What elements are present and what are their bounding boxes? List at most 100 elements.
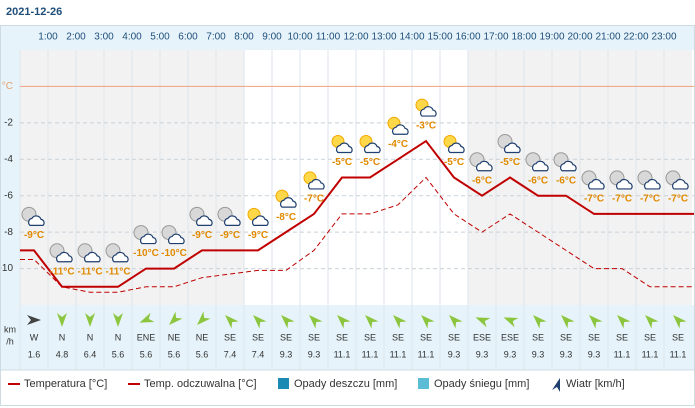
wind-direction: N [59,332,66,342]
temperature-line [20,139,695,288]
wind-direction: SE [364,332,376,342]
y-tick-label: °C [2,81,13,92]
wind-speed: 9.3 [308,349,321,359]
wind-arrow [393,315,407,329]
weather-icon [189,206,213,226]
hour-label: 20:00 [567,32,592,43]
temperature-label: -7°C [640,194,660,205]
wind-speed: 11.1 [418,349,435,359]
hour-header [0,25,695,50]
y-tick-label: -2 [4,117,13,128]
cloud [168,233,185,245]
legend-label: Wiatr [km/h] [566,378,625,390]
weather-icon [443,135,465,154]
hour-label: 18:00 [511,32,536,43]
legend-label: Opady deszczu [mm] [294,378,397,390]
hour-label: 19:00 [539,32,564,43]
y-tick-label: -8 [4,227,13,238]
wind-arrow [169,311,183,325]
hour-label: 15:00 [427,32,452,43]
wind-direction: SE [420,332,432,342]
weather-icon [553,152,577,172]
wind-speed: 11.1 [642,349,659,359]
cloud [476,160,493,172]
wind-arrow [617,315,631,329]
legend-label: Opady śniegu [mm] [434,378,529,390]
wind-speed: 7.4 [224,349,237,359]
wind-speed: 9.3 [560,349,573,359]
temperature-label: -6°C [472,175,492,186]
wind-speed: 5.6 [140,349,153,359]
wind-direction: ESE [473,332,491,342]
wind-speed: 9.3 [532,349,545,359]
wind-arrow [503,317,519,328]
wind-arrow [337,315,351,329]
column-background [104,50,132,305]
column-background [524,50,552,305]
wind-direction: W [30,332,39,342]
cloud [364,142,381,154]
column-background [76,50,104,305]
hour-label: 3:00 [94,32,114,43]
wind-arrow [561,315,575,329]
weather-icon [133,225,157,245]
wind-direction: SE [560,332,572,342]
weather-icon [303,171,325,190]
cloud [616,178,633,190]
wind-direction: SE [588,332,600,342]
temperature-label: -7°C [612,194,632,205]
y-tick-label: -6 [4,190,13,201]
temperature-label: -7°C [584,194,604,205]
hour-label: 4:00 [122,32,142,43]
temperature-label: -7°C [304,194,324,205]
weather-icon [609,170,633,190]
cloud [560,160,577,172]
wind-speed: 11.1 [670,349,687,359]
cloud [252,215,269,226]
left-axis-panel [0,25,20,370]
wind-arrow [365,315,379,329]
wind-speed: 9.3 [448,349,461,359]
y-tick-label: -10 [0,263,13,274]
weather-icon [275,189,297,208]
column-background [384,50,412,305]
cloud [196,215,213,226]
wind-speed: 9.3 [588,349,601,359]
feels-like-line [20,176,695,293]
wind-speed: 5.6 [196,349,209,359]
temperature-label: -7°C [668,194,688,205]
wind-speed: 4.8 [56,349,69,359]
weather-icon [77,243,101,263]
wind-direction: SE [336,332,348,342]
hour-label: 8:00 [234,32,254,43]
wind-speed: 11.1 [334,349,351,359]
cloud [56,251,73,263]
temperature-label: -10°C [133,248,159,259]
wind-arrow [475,317,491,328]
cloud [112,251,129,263]
temperature-label: -5°C [360,157,380,168]
column-background [160,50,188,305]
weather-icon [665,170,689,190]
wind-arrow [533,315,547,329]
weather-icon [331,135,353,154]
column-background [48,50,76,305]
temperature-label: -5°C [444,157,464,168]
hour-label: 22:00 [623,32,648,43]
hour-label: 10:00 [287,32,312,43]
wind-arrow [645,315,659,329]
column-background [132,50,160,305]
cloud [308,178,325,190]
wind-arrow [57,313,67,327]
wind-direction: SE [672,332,684,342]
wind-arrow [85,313,95,327]
wind-direction: N [115,332,122,342]
wind-speed: 9.3 [504,349,517,359]
temperature-label: -9°C [192,230,212,241]
wind-direction: SE [224,332,236,342]
temperature-label: -10°C [161,248,187,259]
date: 2021-12-26 [6,6,62,18]
column-background [244,50,272,305]
wind-speed: 7.4 [252,349,265,359]
hour-label: 1:00 [38,32,58,43]
